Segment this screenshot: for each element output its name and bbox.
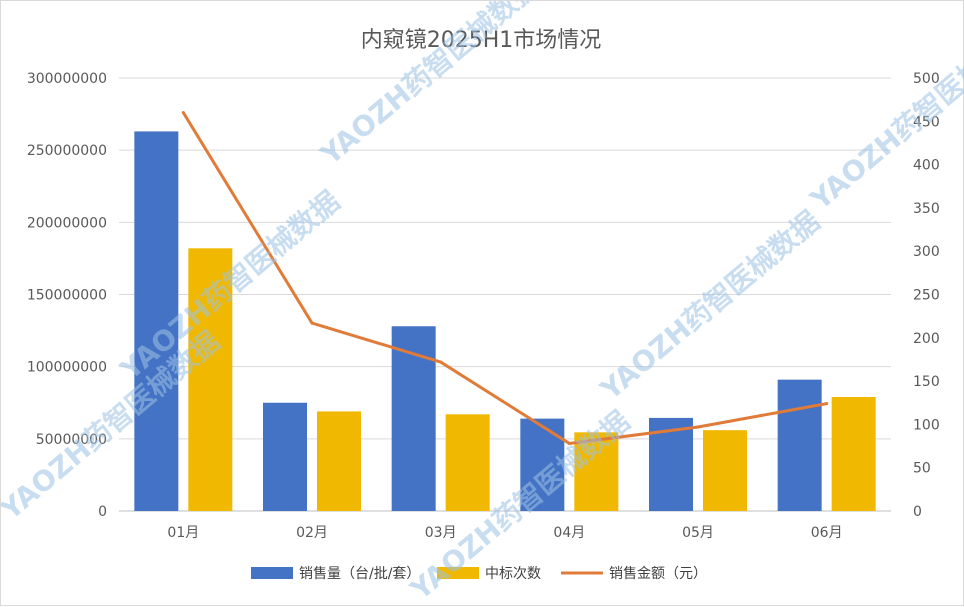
- right-axis-tick-label: 150: [913, 374, 940, 390]
- bar-bid-count: [574, 432, 619, 511]
- bar-bid-count: [445, 414, 490, 511]
- left-axis-tick-label: 0: [98, 504, 107, 520]
- bar-bid-count: [831, 396, 876, 511]
- right-axis-tick-label: 200: [913, 331, 940, 347]
- bar-sales-volume: [263, 402, 307, 511]
- x-axis-tick-label: 01月: [167, 525, 199, 541]
- legend: 销售量（台/批/套） 中标次数 销售金额（元）: [251, 566, 707, 582]
- line-point: [567, 441, 571, 445]
- right-axis-tick-label: 500: [913, 71, 940, 87]
- x-axis-tick-label: 03月: [425, 525, 457, 541]
- line-point: [310, 321, 314, 325]
- x-axis-tick-label: 04月: [553, 525, 585, 541]
- left-axis-ticks: 0 50000000 100000000 150000000 200000000 2500…: [27, 71, 107, 520]
- line-point: [696, 425, 700, 429]
- legend-label: 中标次数: [485, 566, 541, 582]
- right-axis-tick-label: 300: [913, 244, 940, 260]
- watermark-text: YAOZH药智医械数据: [314, 1, 546, 172]
- right-axis-tick-label: 100: [913, 417, 940, 433]
- line-point: [181, 111, 185, 115]
- legend-swatch: [251, 567, 293, 579]
- legend-label: 销售量（台/批/套）: [299, 566, 420, 582]
- right-axis-tick-label: 450: [913, 114, 940, 130]
- legend-swatch: [437, 567, 479, 579]
- bar-bid-count: [317, 411, 361, 511]
- right-axis-tick-label: 250: [913, 288, 940, 304]
- gridlines: [119, 77, 891, 512]
- left-axis-tick-label: 50000000: [36, 432, 107, 448]
- bar-marks: [134, 131, 876, 512]
- watermark-text: YAOZH药智医械数据: [594, 204, 826, 407]
- left-axis-tick-label: 250000000: [27, 143, 107, 159]
- right-axis-tick-label: 350: [913, 201, 940, 217]
- watermark-text: YAOZH药智医械数据: [804, 14, 964, 217]
- right-axis-tick-label: 50: [913, 461, 931, 477]
- bar-bid-count: [188, 248, 233, 511]
- x-axis-ticks: 01月 02月 03月 04月 05月 06月: [167, 525, 842, 541]
- x-axis-tick-label: 05月: [682, 525, 714, 541]
- left-axis-tick-label: 200000000: [27, 215, 107, 231]
- left-axis-tick-label: 300000000: [27, 71, 107, 87]
- bar-bid-count: [703, 430, 747, 511]
- legend-label: 销售金额（元）: [609, 566, 707, 582]
- left-axis-tick-label: 150000000: [27, 288, 107, 304]
- line-point: [439, 360, 443, 364]
- x-axis-tick-label: 02月: [296, 525, 328, 541]
- right-axis-ticks: 0 50 100 150 200 250 300 350 400 450 500: [913, 71, 940, 520]
- line-point: [825, 402, 829, 406]
- right-axis-tick-label: 0: [913, 504, 922, 520]
- line-sales-amount: [181, 111, 829, 445]
- bar-sales-volume: [134, 131, 179, 512]
- bar-sales-volume: [777, 379, 822, 511]
- line-series: [181, 111, 829, 445]
- left-axis-tick-label: 100000000: [27, 360, 107, 376]
- chart-title: 内窥镜2025H1市场情况: [361, 28, 602, 53]
- x-axis-tick-label: 06月: [811, 525, 843, 541]
- right-axis-tick-label: 400: [913, 158, 940, 174]
